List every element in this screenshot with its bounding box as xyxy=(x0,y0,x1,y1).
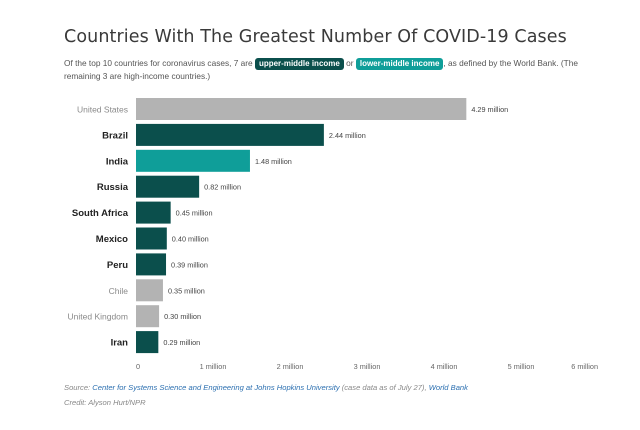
value-label-russia: 0.82 million xyxy=(204,183,241,192)
bar-mexico xyxy=(136,227,167,250)
category-label-mexico: Mexico xyxy=(96,234,128,245)
value-label-united-states: 4.29 million xyxy=(471,105,508,114)
x-tick-label-1: 1 million xyxy=(200,362,227,371)
credit-line: Credit: Alyson Hurt/NPR xyxy=(64,398,146,407)
x-tick-label-4: 4 million xyxy=(431,362,458,371)
bar-india xyxy=(136,149,250,172)
bar-united-states xyxy=(136,98,467,120)
category-label-brazil: Brazil xyxy=(102,130,128,141)
category-label-peru: Peru xyxy=(107,260,128,271)
x-tick-label-6: 6 million xyxy=(571,362,598,371)
chart-subtitle: Of the top 10 countries for coronavirus … xyxy=(64,57,609,83)
source-link-jhu[interactable]: Center for Systems Science and Engineeri… xyxy=(92,383,340,392)
category-label-united-states: United States xyxy=(77,105,128,115)
category-label-chile: Chile xyxy=(109,286,129,296)
chart-title: Countries With The Greatest Number Of CO… xyxy=(64,27,567,47)
bar-brazil xyxy=(136,123,324,146)
bar-iran xyxy=(136,331,159,354)
category-label-iran: Iran xyxy=(111,338,129,349)
x-tick-label-3: 3 million xyxy=(354,362,381,371)
x-tick-label-0: 0 xyxy=(136,362,140,371)
x-tick-label-2: 2 million xyxy=(277,362,304,371)
upper-middle-income-badge: upper-middle income xyxy=(254,58,344,70)
category-label-india: India xyxy=(106,156,129,167)
bar-russia xyxy=(136,175,200,198)
category-label-south-africa: South Africa xyxy=(72,208,129,219)
value-label-peru: 0.39 million xyxy=(171,260,208,269)
value-label-chile: 0.35 million xyxy=(168,286,205,295)
value-label-brazil: 2.44 million xyxy=(329,131,366,140)
source-prefix: Source: xyxy=(64,383,93,392)
subtitle-text-mid: or xyxy=(343,58,356,68)
bar-chart: United States 4.29 million Brazil 2.44 mill… xyxy=(68,98,598,371)
category-label-russia: Russia xyxy=(97,182,129,193)
subtitle-text-pre: Of the top 10 countries for coronavirus … xyxy=(64,58,255,68)
value-label-india: 1.48 million xyxy=(255,157,292,166)
value-label-iran: 0.29 million xyxy=(163,338,200,347)
bar-chile xyxy=(136,279,163,302)
value-label-mexico: 0.40 million xyxy=(172,235,209,244)
source-link-world-bank[interactable]: World Bank xyxy=(428,383,468,392)
category-label-united-kingdom: United Kingdom xyxy=(68,312,128,322)
source-middle: (case data as of July 27), xyxy=(339,383,429,392)
bar-united-kingdom xyxy=(136,305,160,328)
value-label-south-africa: 0.45 million xyxy=(176,209,213,218)
value-label-united-kingdom: 0.30 million xyxy=(164,312,201,321)
source-line: Source: Center for Systems Science and E… xyxy=(64,383,468,392)
bar-south-africa xyxy=(136,201,171,224)
x-tick-label-5: 5 million xyxy=(508,362,535,371)
subtitle-text-post: , as defined by the World Bank. (The rem… xyxy=(64,58,578,81)
lower-middle-income-badge: lower-middle income xyxy=(355,58,444,70)
bar-peru xyxy=(136,253,167,276)
